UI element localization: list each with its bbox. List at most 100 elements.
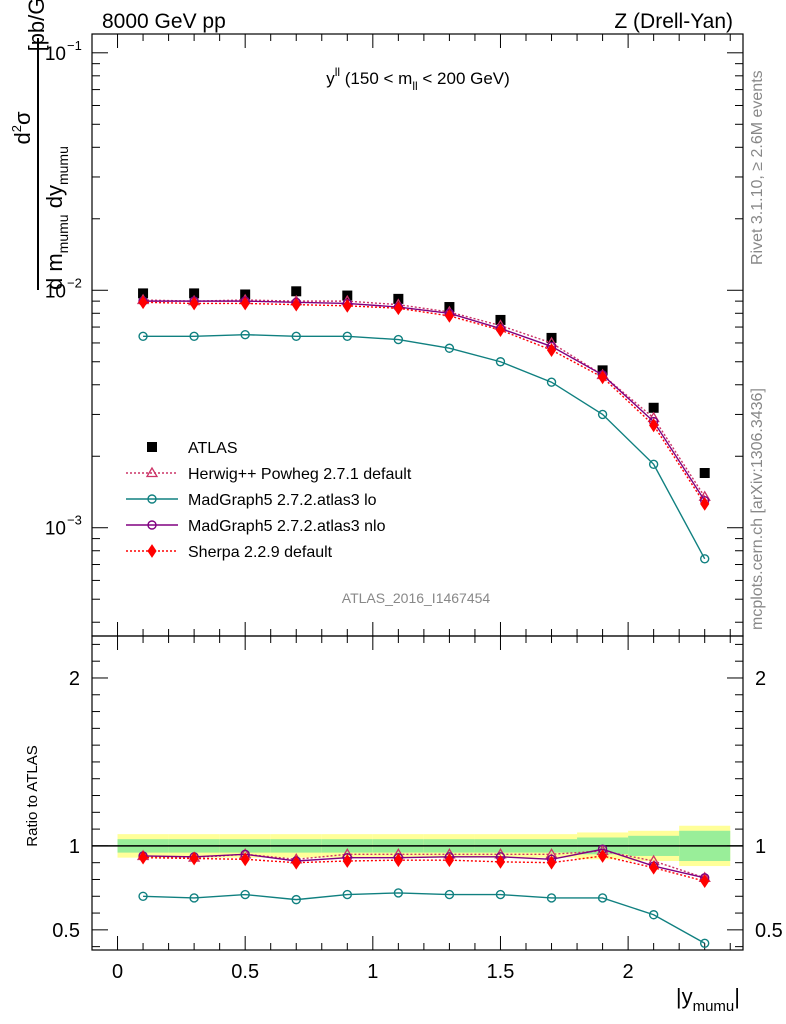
main-data-point-4 <box>393 301 403 316</box>
ratio-series-line-1 <box>143 892 706 944</box>
ratio-data-point-3 <box>393 853 403 868</box>
ratio-data-point-1 <box>648 910 659 920</box>
ratio-data-point-1 <box>138 891 148 901</box>
main-data-point-2 <box>700 554 710 564</box>
main-series-line-2 <box>143 333 706 560</box>
ylabel-dy: dy <box>42 185 67 214</box>
ratio-data-point-1 <box>342 889 352 900</box>
main-data-point-4 <box>189 296 199 311</box>
main-data-point-0 <box>291 286 302 297</box>
legend-marker-1 <box>145 466 159 478</box>
ratio-data-point-3 <box>291 855 301 870</box>
legend-label-0: ATLAS <box>188 440 238 457</box>
ylabel-numerator: d2σ <box>9 111 35 144</box>
title-range-pre: (150 < m <box>340 69 412 88</box>
title-y-sup: ll <box>335 65 340 79</box>
main-data-point-4 <box>700 496 710 511</box>
ratio-series-line-2 <box>143 848 705 879</box>
main-data-point-4 <box>597 370 608 385</box>
y-tick-label-exponent: −1 <box>67 38 82 53</box>
ratio-y-tick-label: 0.5 <box>52 920 80 942</box>
ylabel-sub-mumu2: mumu <box>55 146 71 185</box>
main-data-point-2 <box>444 343 455 353</box>
legend-label-4: Sherpa 2.2.9 default <box>188 544 333 561</box>
x-tick-label: 1.5 <box>487 961 515 983</box>
main-data-point-2 <box>291 331 301 341</box>
xlabel-post: | <box>734 984 740 1009</box>
main-data-point-2 <box>138 331 148 341</box>
ratio-data-point-3 <box>189 851 199 866</box>
ratio-data-point-1 <box>700 938 710 948</box>
x-tick-label: 0 <box>112 961 123 983</box>
ratio-y-tick-label: 2 <box>69 668 80 690</box>
ratio-y-tick-label-right: 2 <box>755 668 766 690</box>
ratio-data-point-3 <box>240 852 250 867</box>
main-data-point-4 <box>546 343 557 357</box>
main-data-point-4 <box>444 308 455 323</box>
legend-marker-3 <box>147 520 157 530</box>
main-panel-title: yll (150 < mll < 200 GeV) <box>326 65 510 93</box>
title-range-post: < 200 GeV) <box>418 69 510 88</box>
legend-label-3: MadGraph5 2.7.2.atlas3 nlo <box>188 518 386 535</box>
x-tick-label: 2 <box>623 961 634 983</box>
main-data-point-4 <box>240 296 250 311</box>
ratio-data-point-1 <box>189 893 199 903</box>
xlabel-pre: |y <box>676 984 693 1009</box>
analysis-watermark: ATLAS_2016_I1467454 <box>342 590 491 606</box>
ratio-data-point-1 <box>597 893 608 903</box>
y-tick-label-base: 10 <box>45 281 66 302</box>
main-data-point-2 <box>495 357 506 367</box>
legend-label-1: Herwig++ Powheg 2.7.1 default <box>188 466 412 483</box>
main-data-point-2 <box>597 409 608 420</box>
ratio-data-point-3 <box>649 860 659 875</box>
x-tick-label: 1 <box>367 961 378 983</box>
main-data-point-0 <box>648 402 659 413</box>
ratio-data-point-1 <box>444 889 455 900</box>
ratio-data-point-1 <box>393 888 404 898</box>
ratio-frame <box>91 635 744 951</box>
ylabel-sigma: σ <box>10 111 35 125</box>
legend-label-2: MadGraph5 2.7.2.atlas3 lo <box>188 492 377 509</box>
ylabel-dm: d m <box>42 253 67 290</box>
y-tick-label: 10 <box>45 281 66 302</box>
main-data-point-2 <box>648 459 659 469</box>
main-data-point-2 <box>342 331 352 341</box>
ratio-data-point-1 <box>240 889 250 900</box>
ylabel-unit: [pb/GeV] <box>24 0 49 51</box>
y-tick-label-exponent: −3 <box>67 513 82 528</box>
header-right: Z (Drell-Yan) <box>614 10 733 33</box>
main-series-line-4 <box>143 301 706 505</box>
legend: ATLAS Herwig++ Powheg 2.7.1 default MadGra… <box>126 440 412 561</box>
main-data-point-0 <box>189 288 200 299</box>
ylabel-denominator: d mmumu dymumu <box>42 146 71 290</box>
mcplots-label: mcplots.cern.ch [arXiv:1306.3436] <box>749 388 766 630</box>
main-data-point-4 <box>291 297 301 312</box>
main-data-point-2 <box>393 334 404 345</box>
legend-marker-0 <box>147 442 157 452</box>
main-data-point-4 <box>138 295 148 310</box>
ratio-panel: 0 0.5 1 1.5 2 0.5 0.5 1 1 2 2 <box>52 635 783 983</box>
ratio-data-point-3 <box>700 874 710 889</box>
ratio-data-point-3 <box>342 854 352 868</box>
main-ylabel: d2σ d mmumu dymumu [pb/GeV] <box>9 0 71 290</box>
ratio-data-point-3 <box>546 855 557 870</box>
y-tick-label: 10 <box>45 44 66 65</box>
legend-marker-2 <box>147 494 157 504</box>
ratio-data-point-3 <box>444 853 455 868</box>
ratio-data-point-1 <box>495 889 506 900</box>
title-y: y <box>326 69 335 88</box>
main-data-point-2 <box>189 331 199 341</box>
ratio-series-line-3 <box>143 855 705 882</box>
ratio-data-point-3 <box>138 850 148 865</box>
ratio-data-point-1 <box>291 894 301 905</box>
ylabel-sub-mumu: mumu <box>55 214 71 253</box>
y-tick-label-base: 10 <box>45 44 66 65</box>
ylabel-d: d <box>10 132 35 144</box>
main-panel: 10−110−210−3 <box>45 33 744 950</box>
main-data-point-4 <box>342 298 352 313</box>
main-data-point-0 <box>699 468 710 479</box>
main-data-point-4 <box>495 323 506 337</box>
main-data-point-0 <box>138 288 149 299</box>
main-data-point-4 <box>649 418 659 433</box>
